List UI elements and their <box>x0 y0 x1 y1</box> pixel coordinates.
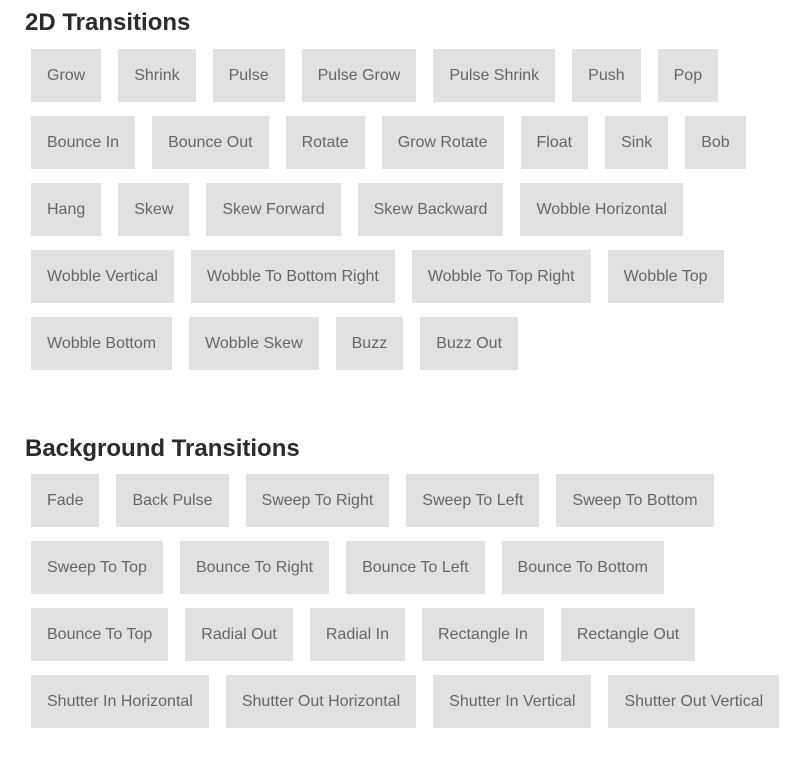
section-title-2d-transitions: 2D Transitions <box>25 9 191 36</box>
bounce-to-left-button[interactable]: Bounce To Left <box>346 541 485 594</box>
rotate-button[interactable]: Rotate <box>285 116 365 169</box>
sweep-to-top-button[interactable]: Sweep To Top <box>31 541 163 594</box>
bounce-to-top-button[interactable]: Bounce To Top <box>31 608 169 661</box>
button-grid-2d-transitions: Grow Shrink Pulse Pulse Grow Pulse Shrink Pus… <box>25 49 809 384</box>
float-button[interactable]: Float <box>520 116 589 169</box>
bounce-in-button[interactable]: Bounce In <box>31 116 136 169</box>
sink-button[interactable]: Sink <box>605 116 669 169</box>
sweep-to-left-button[interactable]: Sweep To Left <box>406 474 540 527</box>
push-button[interactable]: Push <box>572 49 641 102</box>
wobble-horizontal-button[interactable]: Wobble Horizontal <box>520 183 683 236</box>
shutter-in-horizontal-button[interactable]: Shutter In Horizontal <box>31 675 209 728</box>
sweep-to-right-button[interactable]: Sweep To Right <box>245 474 390 527</box>
bob-button[interactable]: Bob <box>685 116 746 169</box>
wobble-bottom-button[interactable]: Wobble Bottom <box>31 317 173 370</box>
sweep-to-bottom-button[interactable]: Sweep To Bottom <box>556 474 714 527</box>
pulse-grow-button[interactable]: Pulse Grow <box>301 49 417 102</box>
bounce-out-button[interactable]: Bounce Out <box>152 116 269 169</box>
radial-in-button[interactable]: Radial In <box>309 608 406 661</box>
buzz-out-button[interactable]: Buzz Out <box>420 317 519 370</box>
wobble-to-top-right-button[interactable]: Wobble To Top Right <box>411 250 591 303</box>
fade-button[interactable]: Fade <box>31 474 100 527</box>
skew-forward-button[interactable]: Skew Forward <box>206 183 341 236</box>
skew-backward-button[interactable]: Skew Backward <box>357 183 504 236</box>
skew-button[interactable]: Skew <box>118 183 190 236</box>
rectangle-in-button[interactable]: Rectangle In <box>422 608 544 661</box>
shrink-button[interactable]: Shrink <box>118 49 196 102</box>
pop-button[interactable]: Pop <box>657 49 719 102</box>
hang-button[interactable]: Hang <box>31 183 102 236</box>
shutter-out-vertical-button[interactable]: Shutter Out Vertical <box>608 675 780 728</box>
shutter-out-horizontal-button[interactable]: Shutter Out Horizontal <box>225 675 417 728</box>
wobble-skew-button[interactable]: Wobble Skew <box>189 317 319 370</box>
section-title-background-transitions: Background Transitions <box>25 435 300 462</box>
wobble-vertical-button[interactable]: Wobble Vertical <box>31 250 174 303</box>
radial-out-button[interactable]: Radial Out <box>185 608 293 661</box>
rectangle-out-button[interactable]: Rectangle Out <box>560 608 696 661</box>
pulse-button[interactable]: Pulse <box>212 49 285 102</box>
wobble-to-bottom-right-button[interactable]: Wobble To Bottom Right <box>190 250 395 303</box>
buzz-button[interactable]: Buzz <box>335 317 404 370</box>
bounce-to-right-button[interactable]: Bounce To Right <box>179 541 330 594</box>
grow-button[interactable]: Grow <box>31 49 102 102</box>
shutter-in-vertical-button[interactable]: Shutter In Vertical <box>433 675 592 728</box>
back-pulse-button[interactable]: Back Pulse <box>116 474 229 527</box>
wobble-top-button[interactable]: Wobble Top <box>607 250 724 303</box>
grow-rotate-button[interactable]: Grow Rotate <box>381 116 504 169</box>
pulse-shrink-button[interactable]: Pulse Shrink <box>433 49 556 102</box>
page: 2D Transitions Grow Shrink Pulse Pulse Grow… <box>25 9 809 742</box>
button-grid-background-transitions: Fade Back Pulse Sweep To Right Sweep To Lef… <box>25 474 809 742</box>
bounce-to-bottom-button[interactable]: Bounce To Bottom <box>501 541 664 594</box>
